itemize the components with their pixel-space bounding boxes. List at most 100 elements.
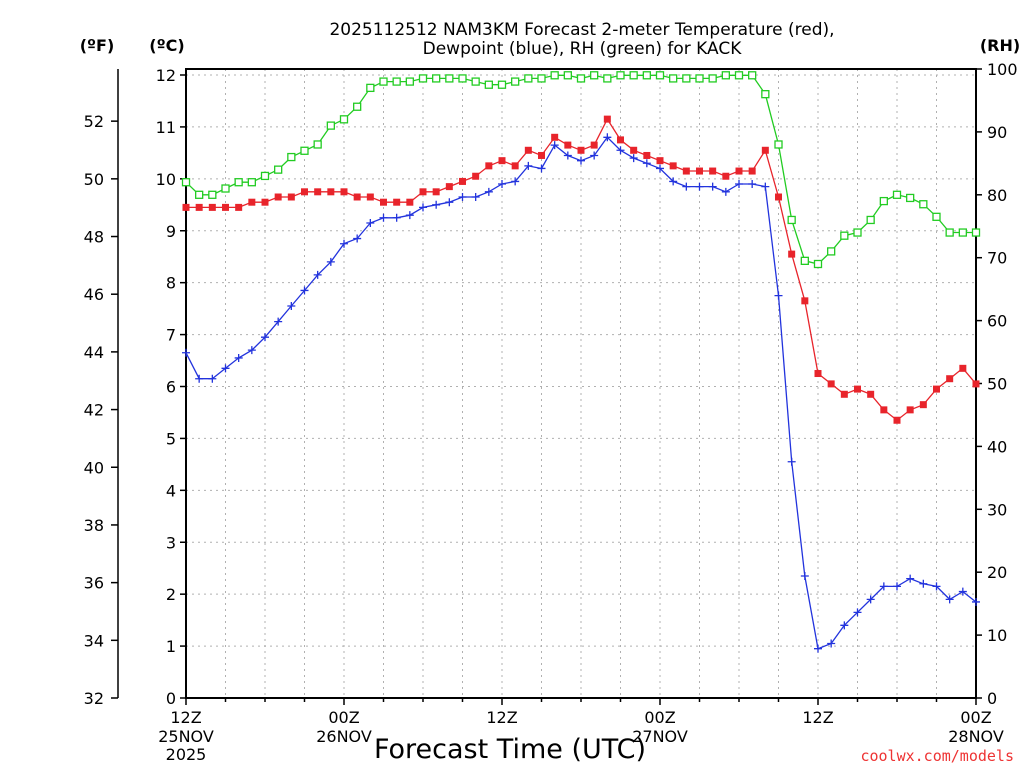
dewpoint-point: [972, 597, 980, 606]
temperature-point: [933, 385, 940, 393]
rh-tick-label: 50: [987, 375, 1007, 394]
rh-point: [208, 190, 217, 199]
dewpoint-point: [182, 348, 190, 357]
dewpoint-point: [642, 159, 651, 168]
temperature-point: [748, 167, 756, 175]
dewpoint-point: [577, 156, 585, 165]
rh-point: [958, 228, 967, 237]
rh-point: [366, 83, 375, 93]
temperature-point: [222, 203, 229, 211]
temperature-point: [590, 141, 598, 149]
rh-point: [445, 74, 454, 83]
x-tick-label-date: 28NOV: [948, 727, 1004, 746]
dewpoint-point: [247, 346, 256, 355]
rh-tick-label: 90: [987, 123, 1007, 142]
dewpoint-point: [287, 302, 296, 311]
dewpoint-point: [313, 270, 322, 279]
temperature-point: [788, 250, 796, 258]
rh-point: [300, 146, 309, 155]
dewpoint-point: [919, 579, 928, 588]
rh-point: [537, 74, 546, 83]
rh-point: [616, 71, 625, 80]
temperature-point: [287, 193, 295, 201]
x-tick-label-time: 00Z: [644, 708, 675, 727]
x-tick-label-year: 2025: [166, 745, 207, 764]
fahrenheit-tick-label: 34: [84, 631, 104, 650]
fahrenheit-tick-label: 40: [84, 458, 104, 477]
dewpoint-point: [458, 193, 467, 202]
dewpoint-point: [419, 203, 427, 212]
rh-point: [432, 74, 441, 83]
rh-point: [576, 74, 586, 83]
dewpoint-point: [774, 291, 783, 300]
dewpoint-point: [932, 582, 941, 591]
fahrenheit-tick-label: 32: [84, 689, 104, 708]
temperature-point: [682, 167, 690, 175]
x-tick-label-date: 27NOV: [632, 727, 688, 746]
rh-point: [326, 121, 335, 130]
dewpoint-point: [484, 187, 493, 196]
dewpoint-point: [735, 180, 743, 189]
temperature-point: [801, 297, 809, 305]
dewpoint-point: [261, 333, 269, 342]
dewpoint-point: [274, 317, 283, 326]
dewpoint-point: [563, 151, 572, 160]
dewpoint-point: [814, 644, 822, 653]
rh-point: [761, 90, 770, 99]
rh-point: [339, 115, 349, 124]
dewpoint-point: [893, 582, 901, 591]
rh-point: [603, 74, 612, 83]
dewpoint-point: [603, 133, 612, 142]
x-tick-label-time: 00Z: [960, 708, 991, 727]
rh-point: [932, 212, 941, 221]
dewpoint-point: [958, 587, 967, 596]
temperature-point: [959, 364, 967, 372]
rh-point: [313, 140, 322, 149]
rh-point: [471, 77, 480, 86]
temperature-point: [538, 151, 545, 159]
dewpoint-point: [379, 213, 388, 222]
x-tick-label-date: 26NOV: [316, 727, 372, 746]
rh-tick-label: 80: [987, 186, 1007, 205]
rh-point: [379, 77, 388, 86]
temperature-point: [301, 188, 308, 196]
x-axis-title: Forecast Time (UTC): [374, 734, 646, 765]
rh-point: [853, 228, 862, 237]
temperature-point: [696, 167, 703, 175]
rh-tick-label: 10: [987, 626, 1007, 645]
dewpoint-point: [221, 364, 230, 373]
dewpoint-point: [748, 180, 757, 189]
rh-point: [669, 74, 678, 83]
dewpoint-point: [432, 200, 441, 209]
dewpoint-point: [234, 353, 243, 362]
rh-point: [484, 80, 493, 89]
temperature-point: [919, 401, 927, 409]
temperature-point: [327, 188, 335, 196]
celsius-tick-label: 6: [166, 378, 176, 397]
temperature-point: [735, 167, 743, 175]
temperature-point: [261, 198, 269, 206]
dewpoint-point: [853, 608, 862, 617]
rh-point: [274, 165, 283, 174]
celsius-tick-label: 12: [156, 66, 176, 85]
dewpoint-point: [787, 457, 796, 466]
rh-point: [511, 77, 520, 86]
dewpoint-point: [590, 151, 599, 160]
x-tick-label-time: 12Z: [170, 708, 201, 727]
rh-point: [550, 71, 559, 80]
celsius-tick-label: 1: [166, 637, 176, 656]
celsius-tick-label: 10: [156, 170, 176, 189]
temperature-point: [761, 146, 769, 154]
rh-point: [827, 247, 836, 256]
rh-tick-label: 70: [987, 249, 1007, 268]
rh-point: [524, 74, 533, 83]
dewpoint-point: [208, 374, 217, 383]
rh-point: [708, 74, 717, 83]
temperature-point: [380, 198, 387, 206]
rh-point: [642, 71, 651, 80]
rh-point: [655, 71, 665, 80]
rh-point: [787, 215, 796, 225]
temperature-point: [603, 115, 611, 123]
dewpoint-point: [445, 198, 454, 207]
rh-tick-label: 0: [987, 689, 997, 708]
